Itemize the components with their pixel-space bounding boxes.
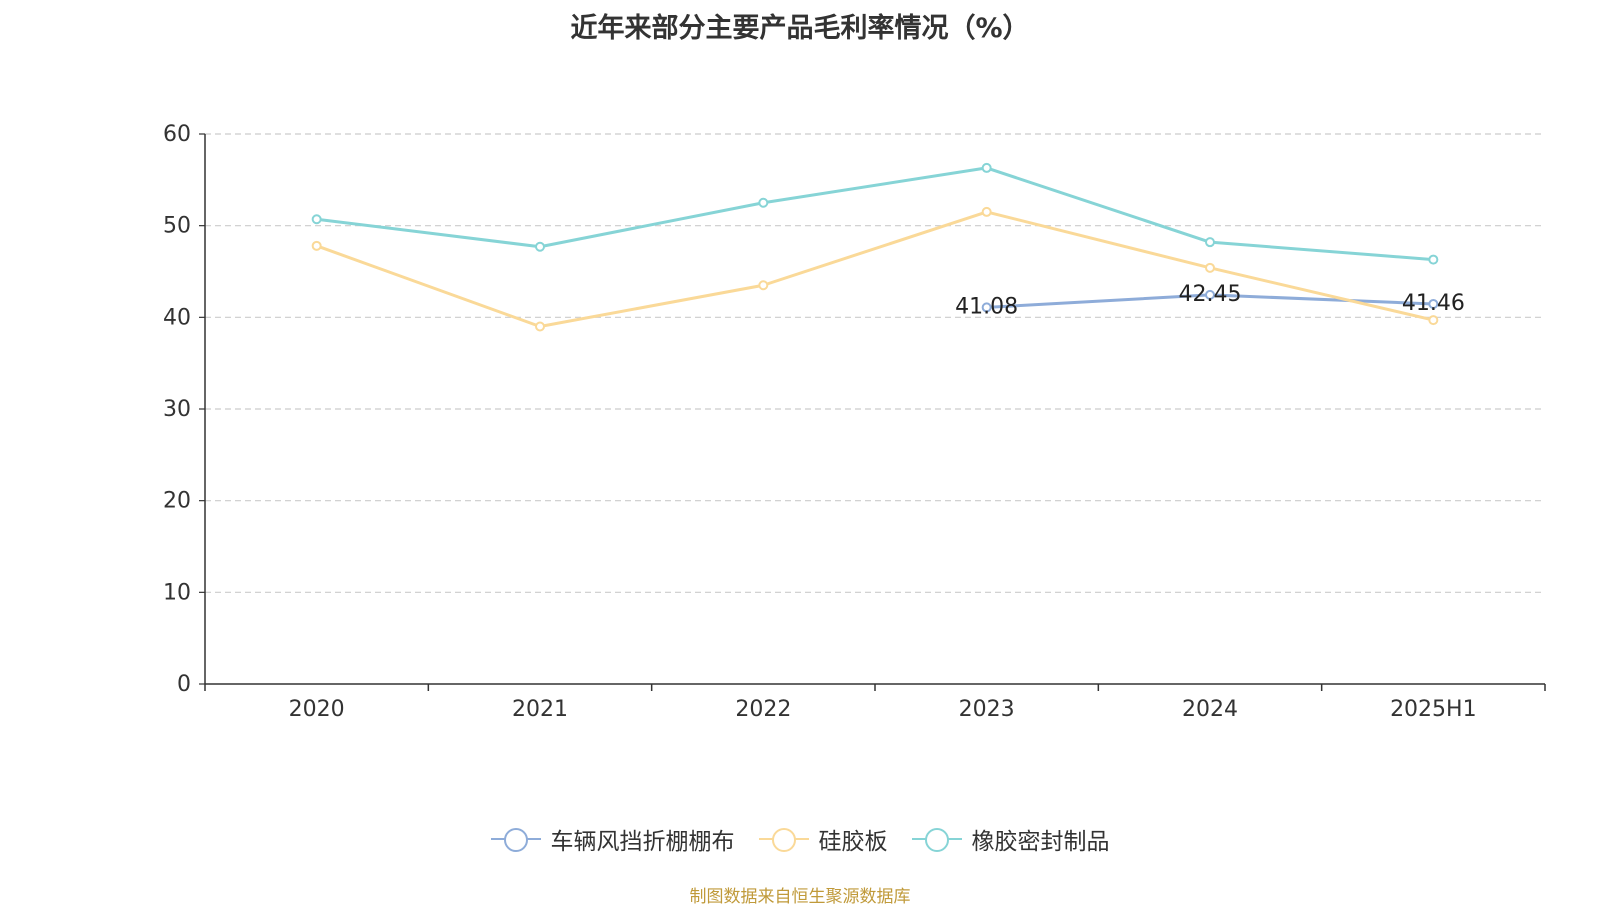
data-point <box>535 241 545 252</box>
x-tick-label: 2022 <box>735 697 791 722</box>
x-tick-label: 2020 <box>289 697 345 722</box>
data-point <box>1205 262 1215 273</box>
series-line-1 <box>315 210 1435 328</box>
x-tick-label: 2024 <box>1182 697 1238 722</box>
data-point <box>535 321 545 332</box>
chart-title: 近年来部分主要产品毛利率情况（%） <box>570 13 1030 44</box>
legend-label: 车辆风挡折棚棚布 <box>550 829 735 855</box>
series-line-2 <box>315 166 1435 262</box>
legend-item[interactable]: 车辆风挡折棚棚布 <box>490 822 735 856</box>
data-point <box>1428 298 1439 309</box>
legend-item[interactable]: 橡胶密封制品 <box>911 822 1110 856</box>
data-point <box>311 214 322 225</box>
legend-marker-icon <box>911 826 962 852</box>
chart-legend: 车辆风挡折棚棚布 硅胶板 橡胶密封制品 <box>0 822 1600 856</box>
data-label: 41.46 <box>1402 291 1465 316</box>
y-tick-label: 10 <box>163 580 191 605</box>
data-point <box>981 302 992 313</box>
data-point <box>1428 315 1439 326</box>
x-tick-label: 2025H1 <box>1390 697 1477 722</box>
data-point <box>1428 254 1439 265</box>
data-point <box>981 162 992 173</box>
legend-marker-icon <box>490 826 541 852</box>
y-tick-label: 20 <box>163 489 191 514</box>
y-tick-label: 0 <box>177 672 191 697</box>
y-tick-label: 60 <box>163 122 191 147</box>
legend-label: 橡胶密封制品 <box>971 829 1110 855</box>
legend-item[interactable]: 硅胶板 <box>758 822 888 856</box>
x-tick-label: 2021 <box>512 697 568 722</box>
data-label: 41.08 <box>955 294 1018 319</box>
data-point <box>981 206 992 217</box>
data-point <box>1205 237 1215 248</box>
data-point <box>311 240 322 251</box>
y-tick-label: 50 <box>163 214 191 239</box>
data-source-note: 制图数据来自恒生聚源数据库 <box>689 887 911 907</box>
x-tick-label: 2023 <box>959 697 1015 722</box>
data-label: 42.45 <box>1179 282 1242 307</box>
legend-label: 硅胶板 <box>818 829 888 855</box>
y-tick-label: 30 <box>163 397 191 422</box>
data-point <box>1205 289 1215 300</box>
data-point <box>758 280 769 291</box>
y-tick-label: 40 <box>163 305 191 330</box>
legend-marker-icon <box>758 826 809 852</box>
data-point <box>758 197 769 208</box>
